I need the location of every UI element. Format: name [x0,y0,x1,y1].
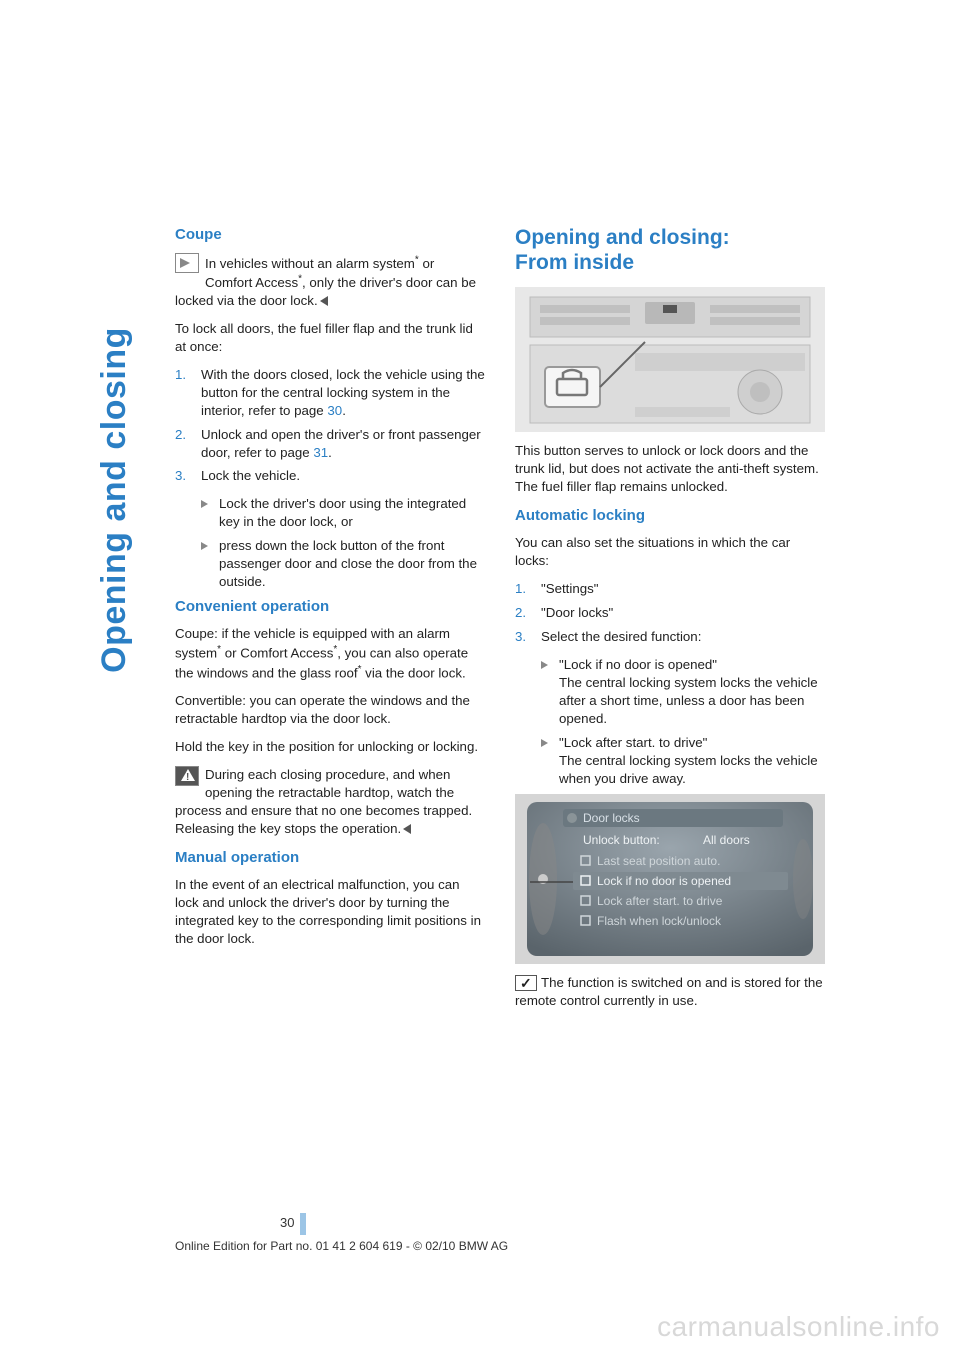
note-icon [175,253,199,273]
dashboard-figure [515,287,825,432]
note-text: In vehicles without an alarm system* or … [175,256,476,308]
list-item: 3.Select the desired function: [515,628,825,646]
bullet-icon [201,500,208,508]
note-coupe: In vehicles without an alarm system* or … [175,253,485,310]
coupe-sublist: Lock the driver's door using the integra… [201,495,485,591]
page-number-bar [300,1213,306,1235]
list-item: press down the lock button of the front … [201,537,485,591]
end-marker-icon [403,824,411,834]
right-column: Opening and closing:From inside [515,225,825,1020]
heading-coupe: Coupe [175,225,485,245]
right-p1: This button serves to unlock or lock doo… [515,442,825,496]
conv-p1: Coupe: if the vehicle is equipped with a… [175,625,485,682]
list-item: Lock the driver's door using the integra… [201,495,485,531]
auto-p1: You can also set the situations in which… [515,534,825,570]
svg-text:Lock after start. to drive: Lock after start. to drive [597,894,723,908]
bullet-icon [541,739,548,747]
watermark: carmanualsonline.info [657,1311,940,1343]
svg-text:All doors: All doors [703,833,750,847]
list-item: 2."Door locks" [515,604,825,622]
heading-auto-locking: Automatic locking [515,506,825,526]
list-item: "Lock if no door is opened"The central l… [541,656,825,728]
heading-manual: Manual operation [175,848,485,868]
list-item: "Lock after start. to drive"The central … [541,734,825,788]
checkbox-icon [515,975,537,991]
footer-text: Online Edition for Part no. 01 41 2 604 … [175,1239,508,1253]
page-link[interactable]: 30 [327,403,342,418]
warning-conv: During each closing procedure, and when … [175,766,485,838]
manual-p1: In the event of an electrical malfunctio… [175,876,485,948]
svg-text:Flash when lock/unlock: Flash when lock/unlock [597,914,722,928]
end-marker-icon [320,296,328,306]
bullet-icon [201,542,208,550]
warning-icon [175,766,199,786]
left-column: Coupe In vehicles without an alarm syste… [175,225,485,1020]
auto-sublist: "Lock if no door is opened"The central l… [541,656,825,788]
list-item: 3. Lock the vehicle. [175,467,485,485]
heading-convenient: Convenient operation [175,597,485,617]
auto-steps: 1."Settings" 2."Door locks" 3.Select the… [515,580,825,646]
svg-text:Lock if no door is opened: Lock if no door is opened [597,874,731,888]
coupe-p1: To lock all doors, the fuel filler flap … [175,320,485,356]
auto-final: The function is switched on and is store… [515,974,825,1010]
bullet-icon [541,661,548,669]
coupe-steps: 1. With the doors closed, lock the vehic… [175,366,485,486]
idrive-screenshot: Door locks Unlock button: All doors Last… [515,794,825,964]
list-item: 1."Settings" [515,580,825,598]
svg-text:Door locks: Door locks [583,811,640,825]
heading-opening-inside: Opening and closing:From inside [515,225,825,275]
conv-p3: Hold the key in the position for unlocki… [175,738,485,756]
svg-text:Unlock button:: Unlock button: [583,833,660,847]
svg-text:Last seat position auto.: Last seat position auto. [597,854,720,868]
list-item: 2. Unlock and open the driver's or front… [175,426,485,462]
list-item: 1. With the doors closed, lock the vehic… [175,366,485,420]
side-chapter-title: Opening and closing [95,327,134,673]
page-number: 30 [280,1215,294,1230]
page-link[interactable]: 31 [313,445,328,460]
conv-p2: Convertible: you can operate the windows… [175,692,485,728]
